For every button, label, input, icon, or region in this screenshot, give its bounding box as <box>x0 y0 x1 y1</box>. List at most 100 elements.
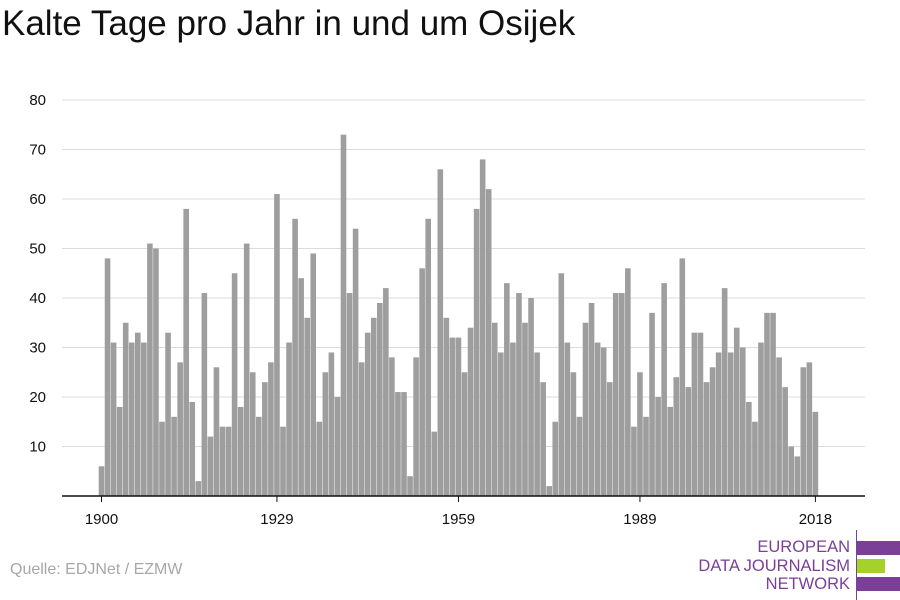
y-tick-label: 60 <box>29 191 46 208</box>
bar <box>292 218 298 497</box>
bar <box>806 362 813 496</box>
bar <box>419 268 425 496</box>
bar <box>358 362 365 496</box>
x-axis: 1900 1929 1959 1989 2018 <box>62 495 865 528</box>
bar <box>685 387 692 496</box>
logo-purple-bar-top <box>857 541 900 555</box>
bar <box>776 357 782 496</box>
y-tick-label: 50 <box>29 241 46 258</box>
bar <box>697 332 704 496</box>
y-tick-label: 20 <box>29 389 46 406</box>
bar <box>141 342 147 496</box>
bar <box>262 382 268 496</box>
bar <box>782 387 788 496</box>
bar <box>679 258 686 496</box>
bar <box>649 312 655 496</box>
bar <box>225 426 232 496</box>
bar <box>104 258 111 496</box>
bar <box>231 273 238 496</box>
bar <box>576 416 583 496</box>
logo-green-bar <box>857 559 885 573</box>
bar <box>213 367 220 496</box>
bar <box>703 382 710 496</box>
edjnet-logo: EUROPEAN DATA JOURNALISM NETWORK <box>690 530 900 600</box>
bar <box>479 159 486 496</box>
logo-purple-bar-bottom <box>857 577 900 591</box>
bar <box>165 332 171 496</box>
bar <box>612 293 619 496</box>
bar <box>116 406 123 496</box>
y-tick-label: 30 <box>29 340 46 357</box>
bar <box>673 377 680 496</box>
bar <box>364 332 371 496</box>
bar <box>249 372 256 496</box>
bar <box>467 327 474 496</box>
x-tick-label: 2018 <box>799 511 832 528</box>
bar <box>407 476 413 496</box>
bar <box>449 337 456 496</box>
x-tick-label: 1929 <box>260 511 293 528</box>
x-tick-label: 1959 <box>442 511 475 528</box>
bar <box>195 481 202 496</box>
bar <box>788 446 794 496</box>
bar <box>746 401 752 496</box>
bar <box>570 372 577 496</box>
logo-line-2: DATA JOURNALISM <box>698 557 850 575</box>
bar <box>370 317 377 496</box>
bar <box>516 293 522 496</box>
bar <box>413 357 419 496</box>
bar <box>334 397 341 496</box>
bar <box>280 426 286 496</box>
bar <box>619 293 625 496</box>
bar <box>691 332 698 496</box>
bar <box>110 342 117 496</box>
bar <box>98 466 105 496</box>
bar <box>625 268 631 496</box>
bar <box>237 406 244 496</box>
x-tick-label: 1989 <box>623 511 656 528</box>
bar <box>582 322 589 496</box>
bar <box>491 322 498 496</box>
bar <box>340 134 347 496</box>
bar <box>443 317 450 496</box>
bar <box>600 347 607 496</box>
bar <box>715 352 722 496</box>
logo-line-1: EUROPEAN <box>757 538 850 556</box>
bar <box>177 362 183 496</box>
bar <box>437 169 444 497</box>
bar <box>298 278 304 496</box>
bar <box>534 352 540 496</box>
bar <box>546 486 552 496</box>
bar <box>431 431 438 496</box>
bar <box>800 367 807 496</box>
bar <box>528 298 534 496</box>
bar <box>389 357 395 496</box>
bar <box>709 367 716 496</box>
bar <box>637 372 643 496</box>
bar <box>552 421 559 496</box>
bar <box>243 243 250 496</box>
bar <box>522 322 528 496</box>
y-tick-label: 70 <box>29 142 46 159</box>
bar <box>122 322 129 496</box>
source-note: Quelle: EDJNet / EZMW <box>10 561 183 578</box>
y-tick-label: 80 <box>29 92 46 109</box>
bar <box>310 253 317 496</box>
bar <box>733 327 740 496</box>
x-tick-label: 1900 <box>85 511 118 528</box>
chart-title: Kalte Tage pro Jahr in und um Osijek <box>2 4 576 43</box>
bar <box>153 248 159 496</box>
bar <box>286 342 292 496</box>
bar <box>401 392 407 496</box>
bar <box>643 416 649 496</box>
bar <box>473 208 480 496</box>
bar <box>383 288 389 496</box>
bar <box>758 342 764 496</box>
logo-line-3: NETWORK <box>765 575 850 593</box>
bar <box>425 218 431 497</box>
bar <box>631 426 637 496</box>
bar <box>558 273 565 496</box>
bar <box>606 382 613 496</box>
